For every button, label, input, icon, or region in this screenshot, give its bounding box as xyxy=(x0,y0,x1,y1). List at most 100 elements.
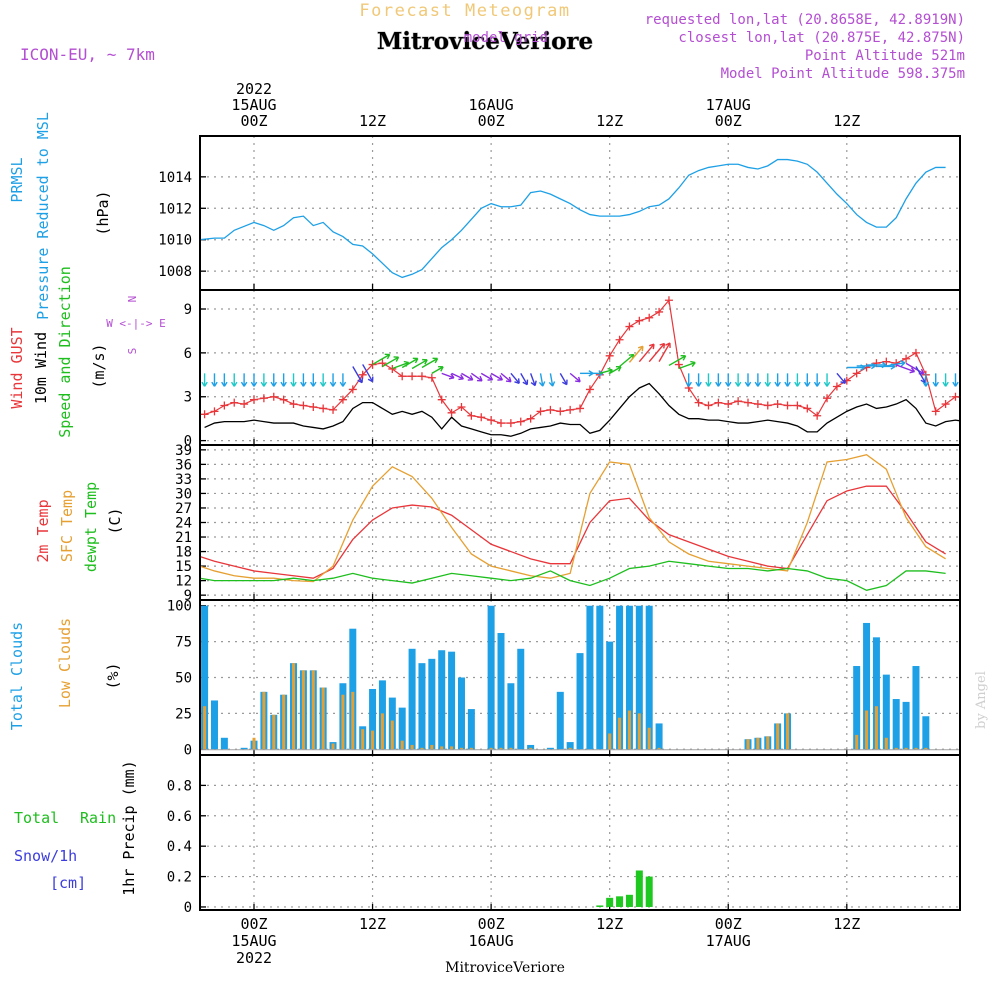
wind-direction-arrow xyxy=(619,353,635,368)
y-tick-label: 39 xyxy=(175,443,192,459)
bottom-time-label: 00Z xyxy=(240,915,267,933)
wind-direction-arrowhead xyxy=(339,381,347,387)
wind-direction-arrow xyxy=(470,372,483,382)
wind-direction-arrowhead xyxy=(250,381,258,387)
wind-gust-marker xyxy=(951,392,960,401)
wind-direction-arrowhead xyxy=(794,381,801,387)
total-cloud-bar xyxy=(210,700,218,750)
wind-direction-arrowhead xyxy=(393,356,400,362)
wind-direction-arrow xyxy=(638,343,655,363)
total-cloud-bar xyxy=(586,605,594,750)
precip-cm-label: [cm] xyxy=(50,874,86,892)
wind-direction-arrowhead xyxy=(280,381,287,387)
pressure-line xyxy=(200,158,946,279)
wind-direction-arrowhead xyxy=(530,380,537,387)
wind-direction-arrowhead xyxy=(211,381,218,387)
wind-gust-marker xyxy=(329,405,338,414)
precip-bar xyxy=(606,897,614,907)
wind-direction-arrowhead xyxy=(522,379,529,386)
dewpoint-label: dewpt Temp xyxy=(82,482,100,572)
wind-gust-marker xyxy=(941,400,950,409)
total-cloud-bar xyxy=(912,666,920,750)
total-cloud-bar xyxy=(853,666,861,750)
wind-gust-marker xyxy=(576,404,585,413)
wind-direction-arrowhead xyxy=(412,357,419,364)
total-cloud-bar xyxy=(606,641,614,750)
wind-direction-arrow xyxy=(549,373,554,387)
y-tick-label: 1010 xyxy=(158,233,192,249)
total-cloud-bar xyxy=(645,605,653,750)
y-tick-label: 0 xyxy=(184,434,192,450)
wind-direction-arrowhead xyxy=(724,381,732,387)
low-cloud-bar xyxy=(262,691,266,750)
y-tick-label: 27 xyxy=(175,501,192,517)
wind-gust-marker xyxy=(319,404,328,413)
low-cloud-bar xyxy=(203,706,207,750)
y-tick-label: 18 xyxy=(175,545,192,561)
y-tick-label: 3 xyxy=(184,390,192,406)
wind-direction-arrowhead xyxy=(705,381,712,387)
wind-gust-marker xyxy=(615,335,624,344)
wind-gust-marker xyxy=(230,398,239,407)
wind-direction-arrow xyxy=(648,343,665,363)
total-cloud-bar xyxy=(556,691,564,750)
wind-direction-arrow xyxy=(480,372,493,381)
wind-gust-marker xyxy=(477,413,486,422)
y-tick-label: 36 xyxy=(175,457,192,473)
wind-gust-marker xyxy=(714,398,723,407)
wind-gust-marker xyxy=(467,411,476,420)
wind-direction-arrow xyxy=(678,361,696,370)
wind-direction-arrowhead xyxy=(823,381,831,387)
wind-gust-marker xyxy=(902,354,911,363)
low-clouds-label: Low Clouds xyxy=(56,618,74,708)
y-tick-label: 6 xyxy=(184,346,192,362)
total-cloud-bar xyxy=(398,707,406,750)
wind-gust-marker xyxy=(388,364,397,373)
wind-direction-arrowhead xyxy=(497,375,503,381)
y-tick-label: 9 xyxy=(184,588,192,604)
low-cloud-bar xyxy=(361,729,365,750)
wind-gust-marker xyxy=(240,400,249,409)
total-cloud-bar xyxy=(546,747,554,750)
total-cloud-bar xyxy=(596,605,604,750)
wind-direction-arrow xyxy=(886,361,906,367)
wind-direction-arrowhead xyxy=(438,365,444,372)
wind-direction-arrow xyxy=(500,372,512,383)
wind-direction-arrow xyxy=(441,372,455,379)
wind-direction-arrowhead xyxy=(201,381,208,387)
wind-unit: (m/s) xyxy=(90,343,108,388)
wind-direction-arrow xyxy=(451,372,464,380)
requested-lonlat: requested lon,lat (20.8658E, 42.8919N) xyxy=(645,12,965,28)
low-cloud-bar xyxy=(874,706,878,750)
wind-direction-arrowhead xyxy=(715,381,722,387)
wind-gust-line xyxy=(204,298,960,424)
wind-direction-arrow xyxy=(599,369,613,375)
wind-direction-arrowhead xyxy=(665,342,671,348)
wind-direction-arrowhead xyxy=(922,381,930,387)
compass-north: N xyxy=(126,296,139,303)
wind-gust-marker xyxy=(259,394,268,403)
precip-bar xyxy=(625,894,633,907)
wind-gust-marker xyxy=(210,407,219,416)
precip-total-label: Total xyxy=(14,809,59,827)
wind-direction-arrow xyxy=(510,372,520,384)
wind-direction-arrow xyxy=(569,372,581,383)
wind-direction-arrow xyxy=(411,359,428,370)
top-time-label: 12Z xyxy=(833,112,860,130)
wind-direction-arrowhead xyxy=(432,357,439,364)
bottom-time-label: 15AUG xyxy=(231,932,276,950)
wind-direction-arrow xyxy=(421,357,438,369)
wind-direction-arrow xyxy=(490,372,503,381)
y-tick-label: 21 xyxy=(175,530,192,546)
wind-gust-marker xyxy=(457,402,466,411)
y-tick-label: 0 xyxy=(184,742,192,758)
wind-direction-arrowhead xyxy=(784,381,791,387)
wind-direction-arrowhead xyxy=(840,378,846,384)
wind-gust-marker xyxy=(655,307,664,316)
low-cloud-bar xyxy=(282,694,286,750)
wind-direction-arrowhead xyxy=(575,376,581,383)
wind-direction-arrow xyxy=(401,357,419,369)
wind-gust-marker xyxy=(497,419,505,428)
model-grid-label: model grid xyxy=(464,30,548,46)
low-cloud-bar xyxy=(855,734,859,750)
